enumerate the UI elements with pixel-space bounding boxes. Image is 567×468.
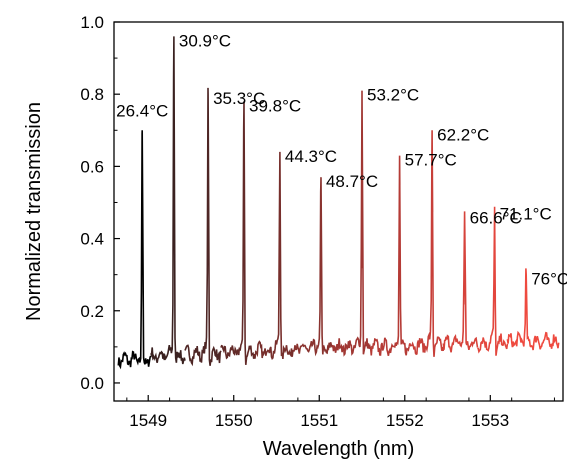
x-tick-label: 1549 bbox=[129, 411, 167, 430]
x-tick-label: 1550 bbox=[215, 411, 253, 430]
x-axis-label: Wavelength (nm) bbox=[263, 438, 415, 460]
x-tick-label: 1552 bbox=[386, 411, 424, 430]
series-line bbox=[150, 36, 186, 365]
series-label: 57.7°C bbox=[405, 151, 457, 170]
y-tick-label: 0.8 bbox=[80, 85, 104, 104]
series-label: 39.8°C bbox=[249, 96, 301, 115]
series-line bbox=[369, 155, 410, 356]
y-tick-label: 0.2 bbox=[80, 302, 104, 321]
series-label: 66.6°C bbox=[470, 208, 522, 227]
series-line bbox=[477, 206, 509, 356]
plot-frame bbox=[113, 21, 564, 402]
x-tick-label: 1553 bbox=[471, 411, 509, 430]
series-line bbox=[442, 211, 479, 353]
series-label: 71.1°C bbox=[500, 205, 552, 224]
series-label: 53.2°C bbox=[367, 86, 419, 105]
series-line bbox=[292, 177, 333, 357]
x-tick-label: 1551 bbox=[300, 411, 338, 430]
series-line bbox=[408, 130, 445, 357]
y-axis-label: Normalized transmission bbox=[23, 102, 45, 321]
series-labels: 26.4°C 30.9°C 35.3°C39.8°C 44.3°C 48.7°C 53.2… bbox=[116, 31, 567, 288]
series-label: 26.4°C bbox=[116, 101, 168, 120]
series-label: 30.9°C bbox=[179, 31, 231, 50]
y-tick-label: 1.0 bbox=[80, 13, 104, 32]
series-label: 35.3°C bbox=[213, 89, 265, 108]
series-line bbox=[506, 268, 560, 351]
series-line bbox=[184, 87, 222, 367]
series-line bbox=[254, 151, 295, 361]
series-label: 48.7°C bbox=[326, 172, 378, 191]
axis-ticks: 1549 1550 1551 1552 1553 0.0 0.2 0.4 0.6 0.8 1.0 bbox=[80, 13, 555, 430]
series-label: 44.3°C bbox=[285, 147, 337, 166]
y-tick-label: 0.4 bbox=[80, 230, 104, 249]
series-line bbox=[220, 101, 256, 365]
series-label: 76°C bbox=[531, 270, 567, 289]
series-line bbox=[117, 130, 152, 370]
plot-lines bbox=[117, 36, 560, 370]
series-line bbox=[331, 90, 372, 357]
series-label: 62.2°C bbox=[437, 125, 489, 144]
y-tick-label: 0.0 bbox=[80, 374, 104, 393]
y-tick-label: 0.6 bbox=[80, 157, 104, 176]
